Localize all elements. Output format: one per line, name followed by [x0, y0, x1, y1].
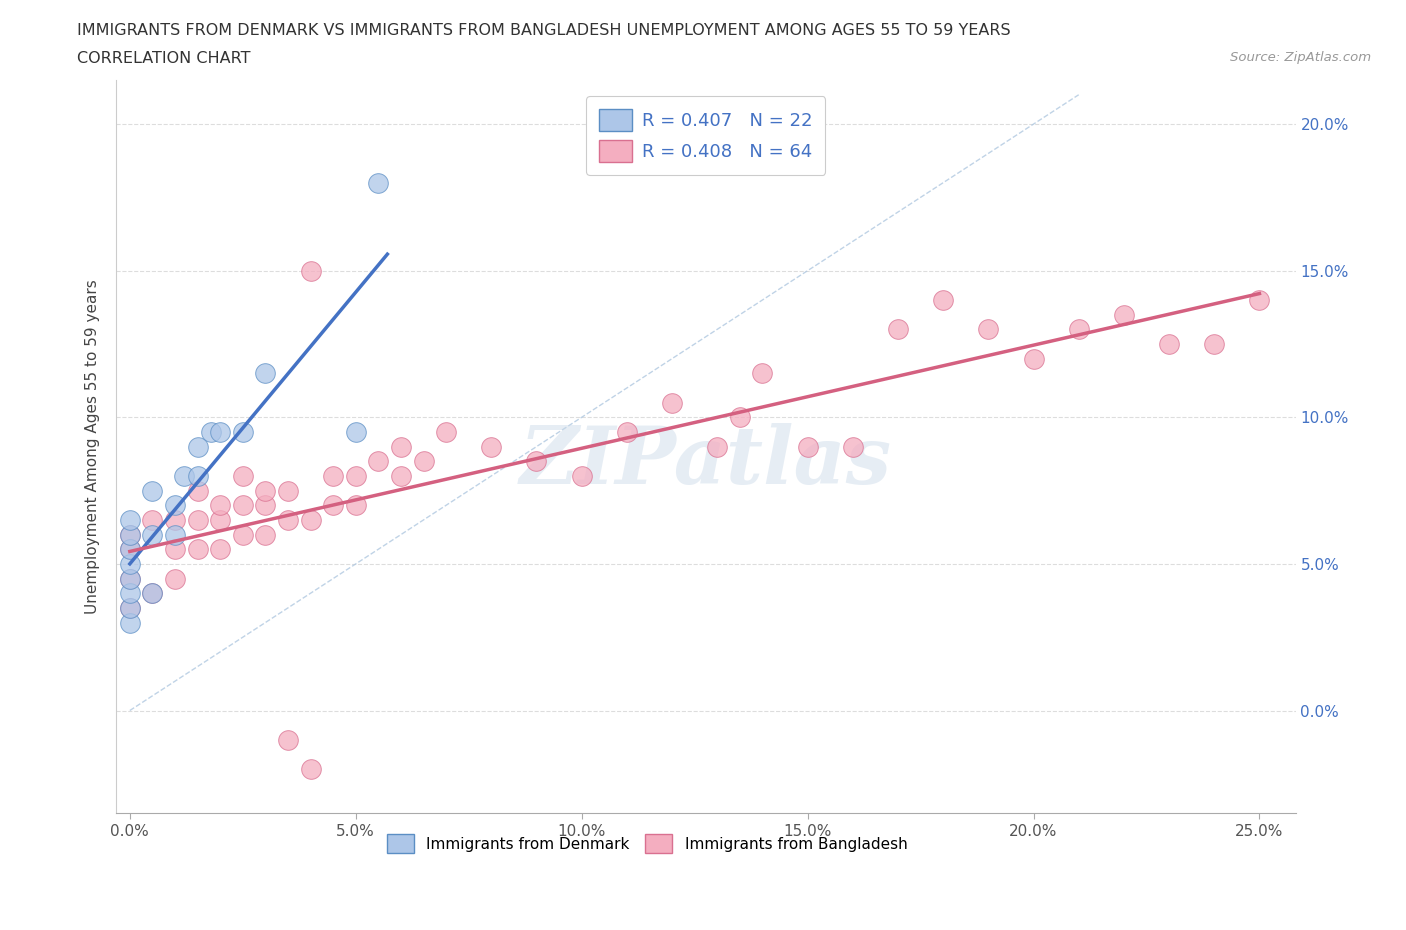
Point — [412, 454, 434, 469]
Point — [118, 571, 141, 586]
Point — [322, 498, 344, 512]
Point — [1249, 293, 1271, 308]
Point — [367, 175, 389, 190]
Point — [344, 469, 367, 484]
Point — [842, 439, 865, 454]
Point — [209, 542, 232, 557]
Point — [751, 365, 773, 380]
Point — [187, 439, 209, 454]
Point — [526, 454, 548, 469]
Point — [1067, 322, 1090, 337]
Point — [1112, 307, 1135, 322]
Point — [118, 601, 141, 616]
Point — [209, 424, 232, 439]
Point — [344, 498, 367, 512]
Text: ZIPatlas: ZIPatlas — [520, 422, 891, 500]
Legend: Immigrants from Denmark, Immigrants from Bangladesh: Immigrants from Denmark, Immigrants from… — [378, 827, 915, 860]
Point — [728, 410, 751, 425]
Point — [887, 322, 910, 337]
Point — [661, 395, 683, 410]
Point — [616, 424, 638, 439]
Point — [1022, 352, 1045, 366]
Point — [141, 527, 163, 542]
Point — [389, 469, 412, 484]
Point — [209, 512, 232, 527]
Point — [299, 512, 322, 527]
Point — [118, 556, 141, 571]
Point — [1157, 337, 1180, 352]
Point — [277, 733, 299, 748]
Point — [434, 424, 457, 439]
Point — [977, 322, 1000, 337]
Point — [232, 498, 254, 512]
Point — [163, 498, 186, 512]
Point — [232, 527, 254, 542]
Point — [141, 586, 163, 601]
Point — [141, 512, 163, 527]
Text: CORRELATION CHART: CORRELATION CHART — [77, 51, 250, 66]
Point — [163, 571, 186, 586]
Text: Source: ZipAtlas.com: Source: ZipAtlas.com — [1230, 51, 1371, 64]
Point — [299, 762, 322, 777]
Point — [932, 293, 955, 308]
Point — [322, 469, 344, 484]
Point — [141, 484, 163, 498]
Point — [254, 527, 277, 542]
Point — [163, 527, 186, 542]
Point — [277, 512, 299, 527]
Point — [118, 512, 141, 527]
Point — [118, 542, 141, 557]
Point — [232, 424, 254, 439]
Point — [118, 542, 141, 557]
Point — [187, 512, 209, 527]
Point — [389, 439, 412, 454]
Point — [571, 469, 593, 484]
Point — [118, 571, 141, 586]
Point — [200, 424, 222, 439]
Point — [344, 424, 367, 439]
Point — [173, 469, 195, 484]
Point — [141, 586, 163, 601]
Point — [118, 601, 141, 616]
Point — [187, 542, 209, 557]
Y-axis label: Unemployment Among Ages 55 to 59 years: Unemployment Among Ages 55 to 59 years — [86, 279, 100, 614]
Point — [118, 527, 141, 542]
Point — [254, 484, 277, 498]
Point — [479, 439, 502, 454]
Point — [706, 439, 728, 454]
Point — [118, 586, 141, 601]
Point — [1204, 337, 1226, 352]
Point — [118, 615, 141, 630]
Point — [299, 263, 322, 278]
Point — [254, 365, 277, 380]
Point — [118, 527, 141, 542]
Point — [277, 484, 299, 498]
Point — [254, 498, 277, 512]
Point — [796, 439, 818, 454]
Point — [163, 512, 186, 527]
Point — [209, 498, 232, 512]
Text: IMMIGRANTS FROM DENMARK VS IMMIGRANTS FROM BANGLADESH UNEMPLOYMENT AMONG AGES 55: IMMIGRANTS FROM DENMARK VS IMMIGRANTS FR… — [77, 23, 1011, 38]
Point — [187, 484, 209, 498]
Point — [232, 469, 254, 484]
Point — [187, 469, 209, 484]
Point — [367, 454, 389, 469]
Point — [163, 542, 186, 557]
